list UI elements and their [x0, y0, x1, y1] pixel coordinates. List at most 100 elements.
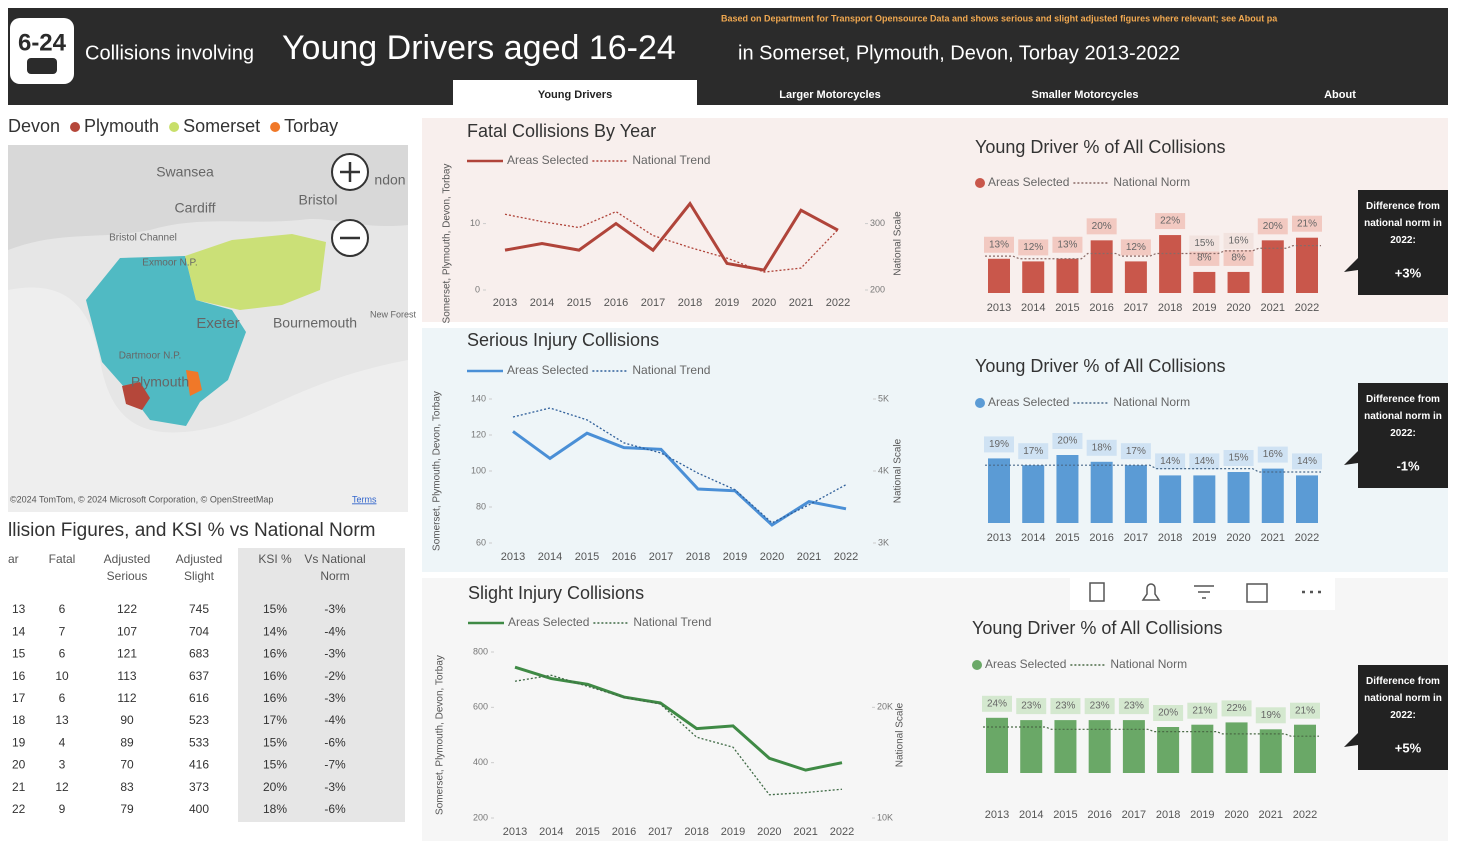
table-cell: -7% [324, 758, 346, 772]
tab[interactable]: Smaller Motorcycles [1032, 89, 1139, 101]
table-header: Vs National Norm [300, 551, 370, 585]
legend-label: Areas Selected [507, 363, 588, 377]
map-legend: DevonPlymouthSomersetTorbay [8, 116, 338, 136]
map-place: New Forest [370, 309, 417, 319]
legend-dot [169, 122, 179, 132]
x-tick-label: 2017 [648, 826, 672, 838]
table-cell: 18 [12, 713, 26, 727]
legend-label: National Norm [1110, 657, 1187, 671]
header-suffix: in Somerset, Plymouth, Devon, Torbay 201… [738, 42, 1180, 64]
table-cell: 17 [12, 691, 26, 705]
value-label: 20% [1092, 221, 1112, 232]
x-tick-label: 2014 [530, 297, 554, 309]
table-header: Adjusted Serious [92, 551, 162, 585]
x-tick-label: 2013 [503, 826, 527, 838]
y-tick-label: 600 [473, 702, 488, 712]
bar [1294, 725, 1316, 773]
legend-label: Areas Selected [988, 395, 1069, 409]
bar [1296, 238, 1318, 293]
table-cell: 10 [55, 669, 69, 683]
callout-text: Difference from national norm in 2022: [1358, 673, 1448, 724]
map-place: Exmoor N.P. [142, 258, 197, 269]
logo-text: 6-24 [18, 29, 67, 56]
map-place: Plymouth [131, 374, 189, 390]
y-axis-title: Somerset, Plymouth, Devon, Torbay [435, 655, 446, 815]
value-label: 12% [1023, 242, 1043, 253]
x-tick-label: 2020 [760, 551, 784, 563]
x-tick-label: 2015 [567, 297, 591, 309]
value-label: 20% [1057, 436, 1077, 447]
x-tick-label: 2015 [1053, 809, 1077, 821]
bar [1193, 475, 1215, 523]
table-cell: 15% [263, 758, 287, 772]
table-cell: 704 [189, 624, 209, 638]
bar [1260, 729, 1282, 773]
y-tick-label: 20K [877, 702, 893, 712]
x-tick-label: 2022 [830, 826, 854, 838]
value-label: 14% [1194, 456, 1214, 467]
y2-axis-title: National Scale [895, 702, 906, 767]
tab[interactable]: About [1324, 89, 1356, 101]
tab[interactable]: Larger Motorcycles [779, 89, 880, 101]
bar [1157, 727, 1179, 773]
legend-dot [270, 122, 280, 132]
y-tick-label: 200 [870, 284, 885, 294]
table-title: llision Figures, and KSI % vs National N… [8, 520, 375, 541]
map-copyright: ©2024 TomTom, © 2024 Microsoft Corporati… [10, 494, 273, 504]
chart-title: Young Driver % of All Collisions [975, 137, 1225, 157]
bar [1123, 720, 1145, 773]
value-label: 14% [1160, 456, 1180, 467]
legend-label: National Norm [1113, 395, 1190, 409]
x-tick-label: 2021 [1259, 809, 1283, 821]
bar [1022, 465, 1044, 523]
x-tick-label: 2018 [1156, 809, 1180, 821]
y-tick-label: 120 [471, 429, 486, 439]
table-cell: 16% [263, 647, 287, 661]
table-cell: 15 [12, 647, 26, 661]
x-tick-label: 2014 [539, 826, 563, 838]
y-tick-label: 10K [877, 812, 893, 822]
bar [1228, 272, 1250, 293]
table-cell: 373 [189, 780, 209, 794]
x-tick-label: 2021 [789, 297, 813, 309]
table-cell: 12 [55, 780, 69, 794]
callout-text: Difference from national norm in 2022: [1358, 198, 1448, 249]
y-tick-label: 5K [878, 393, 889, 403]
x-tick-label: 2020 [1226, 302, 1250, 314]
table-cell: 83 [120, 780, 134, 794]
table-cell: 17% [263, 713, 287, 727]
table-cell: 416 [189, 758, 209, 772]
value-label: 21% [1297, 218, 1317, 229]
bar [1262, 469, 1284, 523]
bar [1054, 720, 1076, 773]
table-cell: 112 [117, 691, 136, 705]
table-cell: 15% [263, 735, 287, 749]
value-label: 19% [989, 439, 1009, 450]
legend-marker [975, 398, 985, 408]
value-label: 20% [1263, 221, 1283, 232]
bar [1125, 261, 1147, 293]
toolbar-bg [1070, 578, 1335, 610]
table-cell: -6% [324, 735, 346, 749]
chart-title: Young Driver % of All Collisions [972, 618, 1222, 638]
legend-label: National Trend [632, 153, 710, 167]
x-tick-label: 2018 [1158, 532, 1182, 544]
chart-title: Young Driver % of All Collisions [975, 356, 1225, 376]
legend-label: Somerset [183, 116, 260, 136]
tab[interactable]: Young Drivers [538, 89, 612, 101]
legend-label: National Trend [632, 363, 710, 377]
value-label: 20% [1158, 708, 1178, 719]
table-cell: 637 [189, 669, 209, 683]
value-label: 13% [989, 239, 1009, 250]
bar [1296, 475, 1318, 523]
legend-label: Areas Selected [507, 153, 588, 167]
x-tick-label: 2021 [1261, 302, 1285, 314]
x-tick-label: 2016 [604, 297, 628, 309]
table-cell: 683 [189, 647, 209, 661]
table-cell: -3% [324, 780, 346, 794]
legend-label: Plymouth [84, 116, 159, 136]
map-terms-link[interactable]: Terms [352, 494, 377, 504]
x-tick-label: 2019 [721, 826, 745, 838]
bar [1056, 455, 1078, 523]
bar [1226, 722, 1248, 773]
